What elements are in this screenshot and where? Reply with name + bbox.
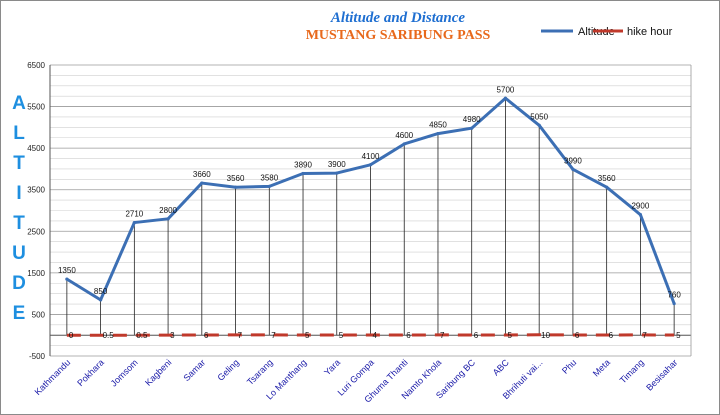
altitude-data-label: 5700: [497, 85, 515, 94]
x-tick-label: Yara: [322, 357, 342, 377]
altitude-point: [166, 217, 170, 221]
hike-hour-data-label: 5: [507, 331, 512, 340]
y-axis-label-letter: U: [12, 243, 26, 264]
altitude-point: [132, 220, 136, 225]
altitude-point: [301, 171, 305, 176]
y-axis-label-letter: E: [13, 303, 26, 324]
x-tick-label: Phu: [560, 357, 578, 375]
y-tick-label: 4500: [27, 144, 45, 153]
x-tick-label: Geling: [215, 357, 240, 382]
x-tick-label: Besisahar: [644, 357, 679, 392]
altitude-point: [605, 185, 609, 189]
altitude-data-label: 1350: [58, 266, 76, 275]
altitude-data-label: 3990: [564, 156, 582, 165]
altitude-point: [267, 184, 271, 188]
altitude-point: [571, 167, 575, 171]
x-tick-label: Meta: [591, 357, 612, 378]
altitude-data-label: 3890: [294, 161, 312, 170]
hike-hour-data-label: 10: [541, 331, 550, 340]
x-tick-label: Kathmandu: [33, 357, 73, 397]
y-axis-label-letter: T: [13, 213, 25, 234]
hike-hour-data-label: 0.5: [136, 331, 148, 340]
chart-title: Altitude and Distance: [330, 10, 466, 26]
x-tick-label: Tsarang: [245, 357, 275, 387]
altitude-data-label: 5050: [530, 112, 548, 121]
altitude-data-label: 2710: [125, 210, 143, 219]
altitude-point: [470, 126, 474, 130]
hike-hour-data-label: 7: [642, 331, 647, 340]
y-tick-label: 5500: [27, 103, 45, 112]
hike-hour-data-label: 7: [271, 331, 276, 340]
altitude-point: [537, 123, 541, 127]
hike-hour-data-label: 6: [609, 331, 614, 340]
altitude-point: [99, 298, 103, 302]
x-tick-label: Timang: [618, 357, 646, 385]
x-tick-label: ABC: [491, 357, 512, 378]
hike-hour-data-label: 3: [170, 331, 175, 340]
y-axis-label-letter: A: [12, 93, 26, 114]
legend-hike-hour-label: hike hour: [627, 26, 673, 38]
y-tick-label: 1500: [27, 269, 45, 278]
altitude-point: [638, 213, 642, 217]
y-tick-label: -500: [29, 352, 46, 361]
altitude-data-label: 4100: [362, 152, 380, 161]
altitude-data-label: 2800: [159, 206, 177, 215]
altitude-data-label: 2900: [631, 202, 649, 211]
hike-hour-data-label: 6: [575, 331, 580, 340]
altitude-data-label: 4850: [429, 121, 447, 130]
hike-hour-data-label: 5: [676, 331, 681, 340]
hike-hour-data-label: 7: [440, 331, 445, 340]
y-tick-label: 6500: [27, 61, 45, 70]
hike-hour-data-label: 4: [373, 331, 378, 340]
altitude-data-label: 3660: [193, 170, 211, 179]
altitude-point: [200, 181, 204, 185]
y-axis-label-letter: I: [16, 183, 21, 204]
x-tick-label: Jomsom: [109, 357, 140, 388]
altitude-data-labels: 1350 850 2710 2800 3660 3560 3580 3890 3900 4100 4…: [58, 85, 681, 299]
altitude-point: [233, 185, 238, 189]
hike-hour-data-label: 6: [204, 331, 209, 340]
altitude-point: [368, 163, 373, 167]
altitude-data-label: 3560: [227, 174, 245, 183]
x-axis-ticks: Kathmandu Pokhara Jomsom Kagbeni Samar Geling…: [33, 357, 680, 405]
altitude-point: [436, 131, 440, 136]
hike-hour-data-label: 6: [474, 331, 479, 340]
altitude-data-label: 850: [94, 287, 108, 296]
hike-hour-data-label: 0.5: [103, 331, 115, 340]
y-axis-label-letter: T: [13, 153, 25, 174]
altitude-data-label: 3560: [598, 174, 616, 183]
altitude-point: [402, 142, 406, 146]
y-tick-label: 500: [32, 310, 46, 319]
altitude-data-label: 3580: [260, 173, 278, 182]
x-tick-label: Pokhara: [75, 357, 106, 388]
hike-hour-data-label: 6: [406, 331, 411, 340]
series-altitude: [65, 96, 676, 306]
y-axis-ticks: -500 500 1500 2500 3500 4500 5500 6500: [27, 61, 45, 361]
altitude-point: [335, 171, 339, 175]
altitude-point: [65, 277, 69, 281]
y-axis-label-letter: D: [12, 273, 26, 294]
altitude-data-label: 760: [667, 291, 681, 300]
chart-subtitle: MUSTANG SARIBUNG PASS: [306, 28, 491, 43]
x-tick-label: Samar: [181, 357, 207, 383]
altitude-data-label: 4980: [463, 115, 481, 124]
legend: Altitude hike hour: [541, 26, 673, 38]
y-tick-label: 2500: [27, 227, 45, 236]
hike-hour-data-label: 5: [305, 331, 310, 340]
altitude-point: [503, 96, 508, 100]
hike-hour-data-labels: 0 0.5 0.5 3 6 7 7 5 5 4 6 7 6 5 10 6 6 7 5: [69, 331, 681, 340]
x-tick-label: Kagbeni: [143, 357, 173, 387]
hike-hour-data-label: 7: [238, 331, 243, 340]
altitude-point: [672, 302, 676, 306]
altitude-data-label: 4600: [395, 131, 413, 140]
y-tick-label: 3500: [27, 186, 45, 195]
drop-lines: [66, 98, 675, 336]
hike-hour-data-label: 0: [69, 331, 74, 340]
hike-hour-data-label: 5: [339, 331, 344, 340]
y-axis-label-letter: L: [13, 123, 25, 144]
altitude-data-label: 3900: [328, 160, 346, 169]
